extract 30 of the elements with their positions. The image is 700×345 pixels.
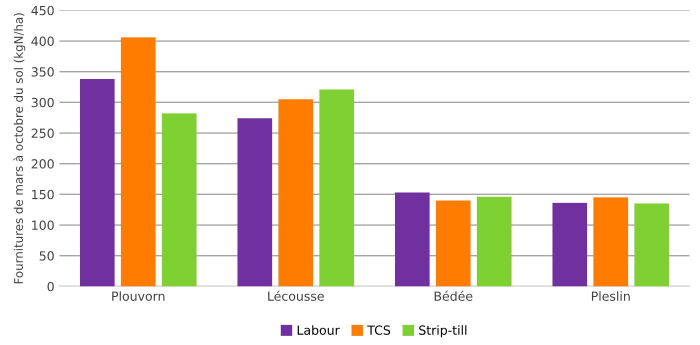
legend-label: Strip-till [419,325,466,338]
legend-label: TCS [367,325,390,335]
y-tick-label: 350 [32,67,54,77]
bar [436,200,471,286]
x-tick-label: Lécousse [268,290,324,301]
x-tick-label: Pleslin [592,291,630,301]
y-tick-label: 200 [32,159,54,169]
y-tick-label: 150 [32,190,54,200]
bar [593,197,628,286]
y-tick-label: 50 [40,251,54,261]
bar [476,196,512,286]
bar [237,118,272,286]
bar [319,89,354,286]
bar [120,37,156,286]
y-tick-label: 100 [32,220,54,230]
bar [162,113,197,286]
y-tick-label: 0 [48,282,54,292]
y-tick-label: 300 [32,98,54,108]
y-tick-label: 400 [31,36,54,46]
x-tick-label: Plouvorn [112,291,164,301]
y-axis-title: Fournitures de mars à octobre du sol (kgN/ha) [13,13,26,284]
bar [552,202,588,286]
bar [394,192,430,286]
x-tick-label: Bédée [434,290,472,301]
bar [80,79,115,286]
bar [634,204,670,286]
y-tick-label: 450 [31,6,54,16]
y-tick-label: 250 [32,128,54,138]
legend-label: Labour [298,325,340,335]
bar [278,99,314,286]
